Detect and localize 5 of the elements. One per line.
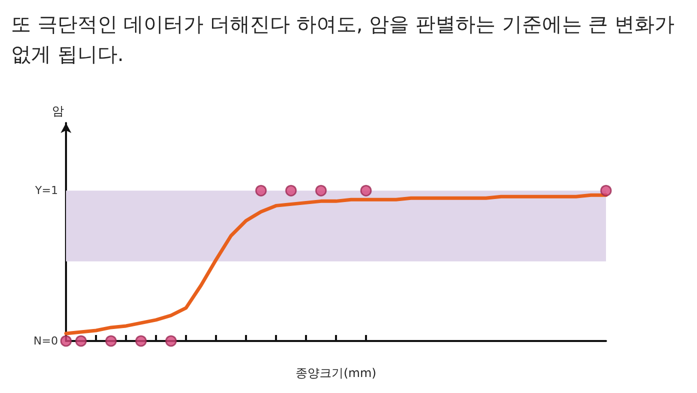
y-tick-label: Y=1 xyxy=(34,184,58,198)
y-tick-label: N=0 xyxy=(34,334,58,348)
chart-title: 또 극단적인 데이터가 더해진다 하여도, 암을 판별하는 기준에는 큰 변화가 없게 됩니다. xyxy=(11,12,681,66)
x-axis-title: 종양크기(mm) xyxy=(296,366,376,380)
y-axis-title: 암 xyxy=(52,104,64,118)
